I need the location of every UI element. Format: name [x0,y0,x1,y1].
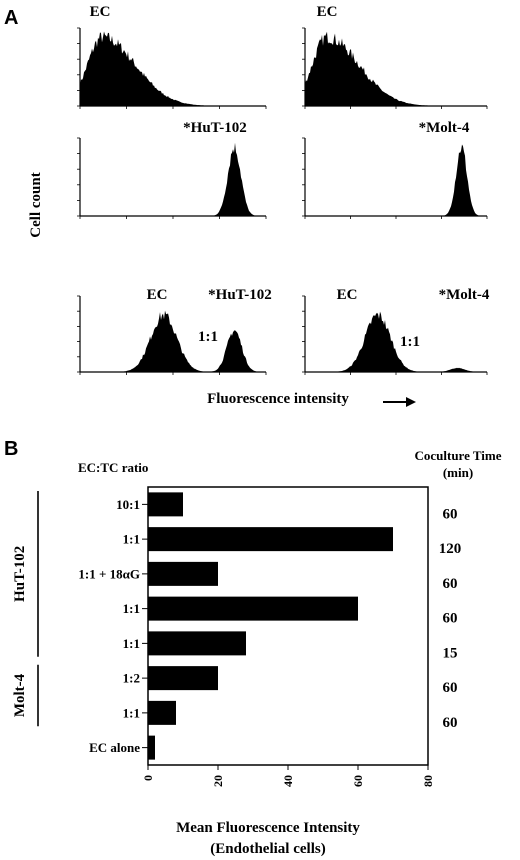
bar [148,527,393,552]
group-label: Molt-4 [12,673,28,717]
histogram-2: EC [302,4,488,109]
time-header-line2: (min) [443,465,473,480]
histogram-distribution [305,311,487,372]
histogram-6: EC *Molt-4 1:1 [302,287,490,375]
histogram-label: EC [337,287,358,303]
histogram-label: *HuT-102 [208,287,272,303]
ratio-header: EC:TC ratio [78,460,148,475]
bar [148,561,218,586]
time-header-line1: Coculture Time [414,448,501,463]
bar [148,666,218,691]
category-label: EC alone [89,740,140,755]
histogram-distribution [80,310,266,372]
histogram-label: 1:1 [400,334,420,350]
x-tick-label: 0 [141,775,155,781]
panel-a-letter: A [4,7,18,29]
x-axis-label-line2: (Endothelial cells) [210,841,325,857]
category-label: 1:2 [123,671,140,686]
category-label: 1:1 + 18αG [78,566,140,581]
histogram-label: *Molt-4 [419,120,470,136]
x-tick-label: 80 [421,775,435,787]
panel-a-y-label: Cell count [28,172,44,237]
bar [148,492,183,517]
coculture-time-label: 60 [443,611,458,627]
group-label: HuT-102 [12,546,28,602]
bar [148,700,176,725]
bar [148,631,246,656]
histogram-distribution [80,142,266,216]
arrow-icon [383,397,416,407]
coculture-time-label: 60 [443,576,458,592]
histogram-5: EC *HuT-102 1:1 [77,287,272,375]
histogram-label: *Molt-4 [439,287,490,303]
histogram-label: *HuT-102 [183,120,247,136]
histogram-1: EC [77,4,267,109]
bar-chart: 10:1 60 1:1 120 1:1 + 18αG 60 1:1 60 1:1 15 1:2 60 1… [12,486,462,787]
category-label: 1:1 [123,636,140,651]
histogram-label: EC [90,4,111,20]
bar [148,596,358,621]
x-tick-label: 20 [211,775,225,787]
category-label: 1:1 [123,532,140,547]
coculture-time-label: 60 [443,506,458,522]
histogram-distribution [80,31,266,106]
x-axis-label-line1: Mean Fluorescence Intensity [176,820,360,836]
coculture-time-label: 15 [443,645,458,661]
coculture-time-label: 60 [443,680,458,696]
category-label: 10:1 [116,497,140,512]
histogram-4: *Molt-4 [302,120,488,219]
histogram-label: EC [317,4,338,20]
histogram-label: EC [147,287,168,303]
histogram-3: *HuT-102 [77,120,267,219]
histogram-group: EC EC *HuT-102 *Molt-4 EC *HuT-102 1:1 EC *Molt-… [77,4,490,375]
bar [148,735,155,760]
histogram-distribution [305,31,487,107]
panel-b-letter: B [4,438,18,460]
coculture-time-label: 120 [439,541,462,557]
histogram-distribution [305,144,487,216]
x-tick-label: 40 [281,775,295,787]
panel-a-x-label: Fluorescence intensity [207,391,349,407]
coculture-time-label: 60 [443,715,458,731]
x-tick-label: 60 [351,775,365,787]
category-label: 1:1 [123,705,140,720]
category-label: 1:1 [123,601,140,616]
histogram-label: 1:1 [198,329,218,345]
